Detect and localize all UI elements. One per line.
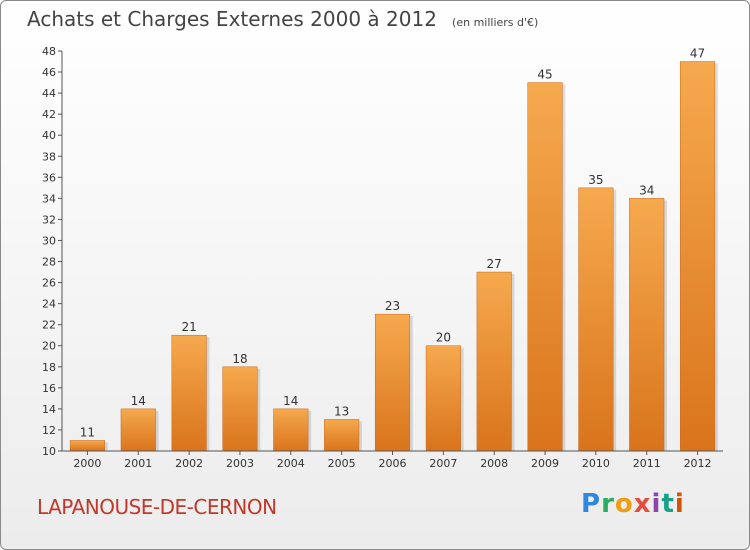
- brand-letter: i: [651, 489, 662, 519]
- x-tick-label: 2004: [277, 457, 305, 470]
- bar-value-label: 14: [283, 394, 298, 408]
- y-tick-label: 46: [42, 66, 56, 79]
- bar: [69, 440, 105, 452]
- bar: [324, 419, 360, 452]
- bar: [425, 345, 461, 452]
- y-tick-label: 34: [42, 192, 56, 205]
- y-tick-label: 16: [42, 382, 56, 395]
- x-tick-label: 2001: [124, 457, 152, 470]
- bar: [527, 82, 563, 452]
- y-tick-label: 18: [42, 361, 56, 374]
- bar: [222, 366, 258, 452]
- x-tick-label: 2012: [684, 457, 712, 470]
- bar-value-label: 13: [334, 404, 349, 418]
- brand-letter: P: [581, 489, 602, 519]
- bar: [629, 198, 665, 452]
- y-tick-label: 48: [42, 45, 56, 58]
- brand-letter: o: [614, 489, 634, 519]
- y-tick-label: 20: [42, 340, 56, 353]
- x-tick-label: 2011: [633, 457, 661, 470]
- y-tick-label: 44: [42, 87, 56, 100]
- bar-value-label: 21: [181, 320, 196, 334]
- chart-subtitle: (en milliers d'€): [452, 16, 539, 29]
- bar-value-label: 47: [690, 47, 705, 61]
- y-tick-label: 30: [42, 234, 56, 247]
- y-tick-label: 26: [42, 277, 56, 290]
- x-axis: 2000 2001 2002 2003 2004 2005 2006 2007 2008 2009…: [62, 450, 723, 470]
- commune-name: LAPANOUSE-DE-CERNON: [37, 495, 277, 519]
- bar: [578, 187, 614, 452]
- bar-value-label: 20: [436, 331, 451, 345]
- x-tick-label: 2010: [582, 457, 610, 470]
- y-tick-label: 14: [42, 403, 56, 416]
- bar: [476, 271, 512, 452]
- bar: [374, 313, 411, 452]
- x-tick-label: 2003: [226, 457, 254, 470]
- y-tick-label: 40: [42, 129, 56, 142]
- y-tick-label: 38: [42, 150, 56, 163]
- y-tick-label: 12: [42, 424, 56, 437]
- brand-logo: Proxiti: [581, 489, 685, 519]
- y-tick-label: 36: [42, 171, 56, 184]
- bar-value-label: 34: [639, 183, 654, 197]
- chart-header: Achats et Charges Externes 2000 à 2012 (…: [27, 7, 538, 31]
- chart-title: Achats et Charges Externes 2000 à 2012: [27, 7, 437, 31]
- x-tick-label: 2008: [480, 457, 508, 470]
- bar-value-label: 18: [232, 352, 247, 366]
- bar: [120, 408, 156, 452]
- bar-value-label: 35: [588, 173, 603, 187]
- bar: [171, 334, 207, 452]
- bar: [680, 61, 716, 452]
- x-tick-label: 2009: [531, 457, 559, 470]
- x-tick-label: 2007: [429, 457, 457, 470]
- y-tick-label: 28: [42, 256, 56, 269]
- y-tick-label: 32: [42, 213, 56, 226]
- bar-value-label: 23: [385, 299, 400, 313]
- y-tick-label: 10: [42, 445, 56, 458]
- x-tick-label: 2006: [379, 457, 407, 470]
- bar-value-label: 27: [487, 257, 502, 271]
- y-axis: 10 12 14 16 18 20 22 24 26 28 30 32 34 36 38 40 42 44 46 48: [42, 45, 63, 458]
- y-tick-label: 22: [42, 319, 56, 332]
- bar-value-label: 45: [537, 68, 552, 82]
- bar-value-label: 14: [131, 394, 146, 408]
- brand-letter: x: [633, 489, 652, 519]
- bars: 11 14 21 18 14 13 23 20 27 45 35 34 47: [69, 47, 718, 452]
- brand-letter: r: [601, 489, 615, 519]
- y-tick-label: 24: [42, 298, 56, 311]
- x-tick-label: 2000: [73, 457, 101, 470]
- brand-letter: i: [674, 489, 685, 519]
- x-tick-label: 2002: [175, 457, 203, 470]
- bar: [273, 408, 309, 452]
- brand-letter: t: [661, 489, 675, 519]
- bar-value-label: 11: [80, 425, 95, 439]
- y-tick-label: 42: [42, 108, 56, 121]
- x-tick-label: 2005: [328, 457, 356, 470]
